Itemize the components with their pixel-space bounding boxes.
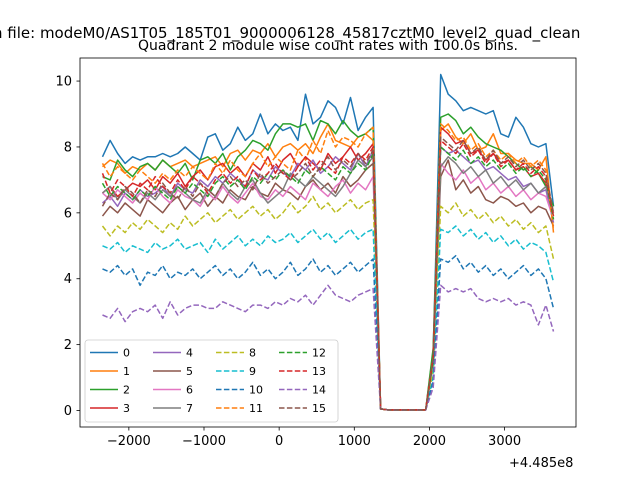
legend-label-5: 5 bbox=[186, 365, 193, 378]
series-line-12 bbox=[101, 146, 555, 411]
series-line-8 bbox=[101, 195, 555, 411]
series-line-15 bbox=[101, 136, 555, 411]
series-line-0 bbox=[101, 73, 555, 411]
legend-label-13: 13 bbox=[312, 365, 326, 378]
series-line-13 bbox=[101, 139, 555, 411]
x-tick-label: 1000 bbox=[338, 434, 371, 449]
legend-box bbox=[84, 339, 339, 423]
series-lines bbox=[101, 73, 555, 411]
legend-label-12: 12 bbox=[312, 347, 326, 360]
legend-label-11: 11 bbox=[249, 402, 263, 415]
series-line-11 bbox=[101, 123, 555, 411]
legend-label-15: 15 bbox=[312, 402, 326, 415]
y-tick-label: 0 bbox=[64, 404, 72, 419]
x-offset-label: +4.485e8 bbox=[509, 456, 573, 471]
figure-suptitle: n file: modeM0/AS1T05_185T01_9000006128_… bbox=[0, 24, 580, 43]
legend-label-7: 7 bbox=[186, 402, 193, 415]
legend-label-2: 2 bbox=[123, 384, 130, 397]
x-tick-label: −2000 bbox=[107, 434, 151, 449]
series-line-9 bbox=[102, 225, 555, 411]
legend-label-4: 4 bbox=[186, 347, 193, 360]
y-tick-label: 6 bbox=[64, 206, 72, 221]
x-tick-label: −1000 bbox=[182, 434, 226, 449]
series-line-10 bbox=[102, 254, 555, 411]
y-tick-label: 10 bbox=[55, 75, 72, 90]
legend-label-9: 9 bbox=[249, 365, 256, 378]
legend-label-6: 6 bbox=[186, 384, 193, 397]
legend-label-1: 1 bbox=[123, 365, 130, 378]
series-line-14 bbox=[102, 284, 555, 411]
axes-frame bbox=[79, 57, 577, 428]
legend-label-14: 14 bbox=[312, 384, 326, 397]
legend-label-8: 8 bbox=[249, 347, 256, 360]
legend-label-3: 3 bbox=[123, 402, 130, 415]
series-line-5 bbox=[101, 159, 555, 411]
y-tick-label: 4 bbox=[64, 272, 72, 287]
x-tick-label: 3000 bbox=[488, 434, 521, 449]
series-line-3 bbox=[102, 126, 555, 411]
legend-label-10: 10 bbox=[249, 384, 263, 397]
chart-title: Quadrant 2 module wise count rates with … bbox=[138, 38, 518, 54]
y-tick-label: 2 bbox=[64, 338, 72, 353]
x-tick-label: 2000 bbox=[413, 434, 446, 449]
y-tick-label: 8 bbox=[64, 140, 72, 155]
legend-label-0: 0 bbox=[123, 347, 130, 360]
series-line-7 bbox=[102, 156, 555, 411]
plot-area bbox=[101, 73, 555, 411]
x-tick-label: 0 bbox=[275, 434, 283, 449]
